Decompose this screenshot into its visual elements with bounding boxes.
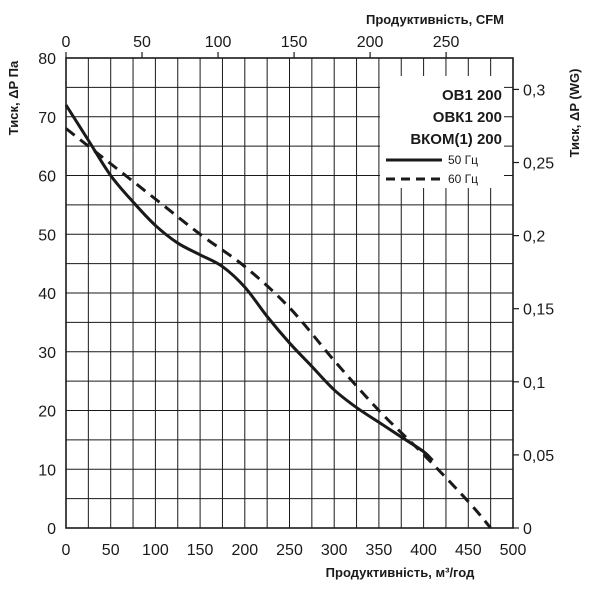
y-right-tick-label: 0 (523, 521, 532, 538)
legend-model-name: ОВК1 200 (433, 109, 502, 126)
series-layer (64, 104, 492, 529)
x-tick-label: 150 (187, 542, 214, 559)
y-tick-label: 10 (38, 462, 56, 479)
legend: ОВ1 200 ОВК1 200 ВКОМ(1) 200 50 Гц 60 Гц (380, 76, 504, 188)
y-right-axis-title: Тиск, ΔP (WG) (567, 69, 582, 158)
legend-label-60hz: 60 Гц (448, 172, 478, 186)
tick-labels: 0 50 100 150 200 250 300 350 400 450 5000102030405… (38, 34, 554, 559)
y-tick-label: 30 (38, 345, 56, 362)
x-top-tick-label: 250 (433, 34, 460, 51)
y-right-tick-label: 0,3 (523, 82, 545, 99)
x-top-tick-label: 100 (205, 34, 232, 51)
y-right-tick-label: 0,25 (523, 156, 554, 173)
y-right-tick-label: 0,2 (523, 229, 545, 246)
tick-marks (65, 52, 519, 529)
plot-frame (65, 57, 514, 529)
y-right-tick-label: 0,05 (523, 448, 554, 465)
series-line-60hz (65, 127, 492, 529)
y-tick-label: 50 (38, 227, 56, 244)
x-tick-label: 450 (455, 542, 482, 559)
x-tick-label: 200 (231, 542, 258, 559)
x-tick-label: 0 (62, 542, 71, 559)
x-tick-label: 500 (500, 542, 527, 559)
x-top-tick-label: 50 (133, 34, 151, 51)
legend-label-50hz: 50 Гц (448, 153, 478, 167)
y-tick-label: 60 (38, 169, 56, 186)
x-top-tick-label: 200 (357, 34, 384, 51)
y-tick-label: 0 (47, 521, 56, 538)
y-right-tick-label: 0,15 (523, 302, 554, 319)
x-tick-label: 50 (102, 542, 120, 559)
y-right-tick-label: 0,1 (523, 375, 545, 392)
x-tick-label: 250 (276, 542, 303, 559)
y-tick-label: 70 (38, 110, 56, 127)
y-tick-label: 20 (38, 404, 56, 421)
y-tick-label: 40 (38, 286, 56, 303)
legend-model-name: ОВ1 200 (442, 87, 502, 104)
y-axis-title: Тиск, ΔP Па (6, 60, 21, 135)
x-top-tick-label: 0 (62, 34, 71, 51)
x-tick-label: 100 (142, 542, 169, 559)
x-top-axis-title: Продуктивність, CFM (366, 12, 504, 27)
x-axis-title: Продуктивність, м³/год (326, 565, 475, 580)
legend-model-name: ВКОМ(1) 200 (410, 131, 502, 148)
x-tick-label: 300 (321, 542, 348, 559)
x-top-tick-label: 150 (281, 34, 308, 51)
legend-background (380, 76, 504, 188)
x-tick-label: 400 (410, 542, 437, 559)
x-tick-label: 350 (366, 542, 393, 559)
y-tick-label: 80 (38, 51, 56, 68)
series-line-50hz (64, 104, 434, 462)
